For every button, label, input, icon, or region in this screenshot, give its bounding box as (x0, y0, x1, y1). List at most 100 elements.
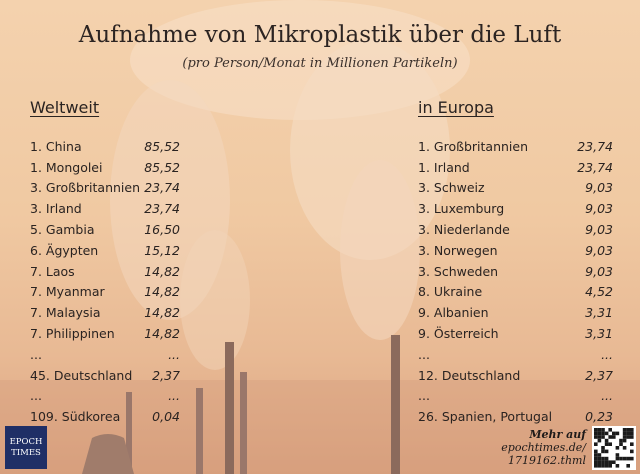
country-label: ... (30, 346, 42, 362)
logo-line1: EPOCH (9, 436, 43, 447)
list-item: ...... (418, 344, 613, 365)
particle-value: 2,37 (152, 367, 180, 383)
logo-line2: TIMES (11, 447, 41, 458)
country-label: 7. Malaysia (30, 305, 101, 321)
particle-value: 23,74 (577, 138, 613, 154)
country-label: 6. Ägypten (30, 242, 99, 258)
particle-value: 85,52 (144, 138, 180, 154)
epoch-times-logo[interactable]: EPOCH TIMES (5, 426, 47, 469)
list-item: 5. Gambia 16,50 (30, 219, 180, 240)
more-info[interactable]: Mehr auf epochtimes.de/ 1719162.thml (501, 428, 586, 467)
list-item: 109. Südkorea 0,04 (30, 406, 180, 427)
particle-value: 0,23 (585, 409, 613, 425)
particle-value: 14,82 (144, 305, 180, 321)
list-item: 12. Deutschland 2,37 (418, 365, 613, 386)
list-item: 7. Malaysia 14,82 (30, 302, 180, 323)
particle-value: ... (601, 346, 613, 362)
particle-value: 4,52 (585, 284, 613, 300)
country-label: 8. Ukraine (418, 284, 483, 300)
country-label: ... (418, 346, 430, 362)
country-label: 109. Südkorea (30, 409, 121, 425)
list-item: ...... (30, 344, 180, 365)
particle-value: 3,31 (585, 305, 613, 321)
list-item: ...... (30, 386, 180, 407)
particle-value: 9,03 (585, 242, 613, 258)
country-label: 26. Spanien, Portugal (418, 409, 553, 425)
page-subtitle: (pro Person/Monat in Millionen Partikeln… (182, 56, 458, 71)
particle-value: 3,31 (585, 326, 613, 342)
world-heading: Weltweit (30, 98, 100, 117)
list-item: 26. Spanien, Portugal 0,23 (418, 406, 613, 427)
country-label: ... (418, 388, 430, 404)
country-label: 5. Gambia (30, 222, 95, 238)
list-item: 3. Schweden 9,03 (418, 261, 613, 282)
country-label: 1. Irland (418, 159, 470, 175)
europe-rows: 1. Großbritannien 23,74 1. Irland 23,74 3. S… (418, 136, 613, 427)
particle-value: ... (168, 346, 180, 362)
list-item: 1. China 85,52 (30, 136, 180, 157)
particle-value: 23,74 (144, 180, 180, 196)
list-item: 45. Deutschland 2,37 (30, 365, 180, 386)
europe-ranking: in Europa 1. Großbritannien 23,74 1. Irlan… (418, 98, 613, 427)
qr-code-icon[interactable] (592, 426, 636, 470)
particle-value: 15,12 (144, 242, 180, 258)
particle-value: 2,37 (585, 367, 613, 383)
particle-value: 16,50 (144, 222, 180, 238)
country-label: 9. Albanien (418, 305, 489, 321)
list-item: 7. Laos 14,82 (30, 261, 180, 282)
particle-value: ... (168, 388, 180, 404)
list-item: 3. Irland 23,74 (30, 198, 180, 219)
particle-value: 14,82 (144, 263, 180, 279)
list-item: 1. Großbritannien 23,74 (418, 136, 613, 157)
particle-value: 9,03 (585, 263, 613, 279)
list-item: 8. Ukraine 4,52 (418, 282, 613, 303)
page-title: Aufnahme von Mikroplastik über die Luft (78, 22, 562, 48)
country-label: 1. Großbritannien (418, 138, 529, 154)
country-label: 1. China (30, 138, 82, 154)
list-item: 6. Ägypten 15,12 (30, 240, 180, 261)
country-label: 7. Philippinen (30, 326, 115, 342)
list-item: 9. Österreich 3,31 (418, 323, 613, 344)
country-label: 45. Deutschland (30, 367, 133, 383)
particle-value: 9,03 (585, 180, 613, 196)
list-item: 9. Albanien 3,31 (418, 302, 613, 323)
country-label: 3. Schweiz (418, 180, 485, 196)
more-url-path: 1719162.thml (508, 454, 586, 467)
particle-value: ... (601, 388, 613, 404)
list-item: 3. Niederlande 9,03 (418, 219, 613, 240)
list-item: 3. Luxemburg 9,03 (418, 198, 613, 219)
list-item: 7. Philippinen 14,82 (30, 323, 180, 344)
country-label: 9. Österreich (418, 326, 499, 342)
particle-value: 9,03 (585, 201, 613, 217)
list-item: 3. Norwegen 9,03 (418, 240, 613, 261)
country-label: 1. Mongolei (30, 159, 103, 175)
particle-value: 23,74 (144, 201, 180, 217)
country-label: 3. Luxemburg (418, 201, 505, 217)
more-url: epochtimes.de/ (501, 441, 586, 454)
list-item: 3. Schweiz 9,03 (418, 178, 613, 199)
list-item: 1. Irland 23,74 (418, 157, 613, 178)
particle-value: 85,52 (144, 159, 180, 175)
more-label: Mehr auf (529, 428, 586, 441)
country-label: 7. Myanmar (30, 284, 105, 300)
particle-value: 14,82 (144, 284, 180, 300)
europe-heading: in Europa (418, 98, 494, 117)
country-label: 7. Laos (30, 263, 75, 279)
particle-value: 0,04 (152, 409, 180, 425)
list-item: 3. Großbritannien 23,74 (30, 178, 180, 199)
country-label: 3. Großbritannien (30, 180, 141, 196)
list-item: ...... (418, 386, 613, 407)
country-label: 3. Norwegen (418, 242, 498, 258)
particle-value: 14,82 (144, 326, 180, 342)
world-ranking: Weltweit 1. China 85,52 1. Mongolei 85,52 3.… (30, 98, 180, 427)
country-label: 12. Deutschland (418, 367, 521, 383)
particle-value: 23,74 (577, 159, 613, 175)
country-label: 3. Niederlande (418, 222, 510, 238)
particle-value: 9,03 (585, 222, 613, 238)
country-label: ... (30, 388, 42, 404)
list-item: 7. Myanmar 14,82 (30, 282, 180, 303)
country-label: 3. Schweden (418, 263, 499, 279)
country-label: 3. Irland (30, 201, 82, 217)
list-item: 1. Mongolei 85,52 (30, 157, 180, 178)
